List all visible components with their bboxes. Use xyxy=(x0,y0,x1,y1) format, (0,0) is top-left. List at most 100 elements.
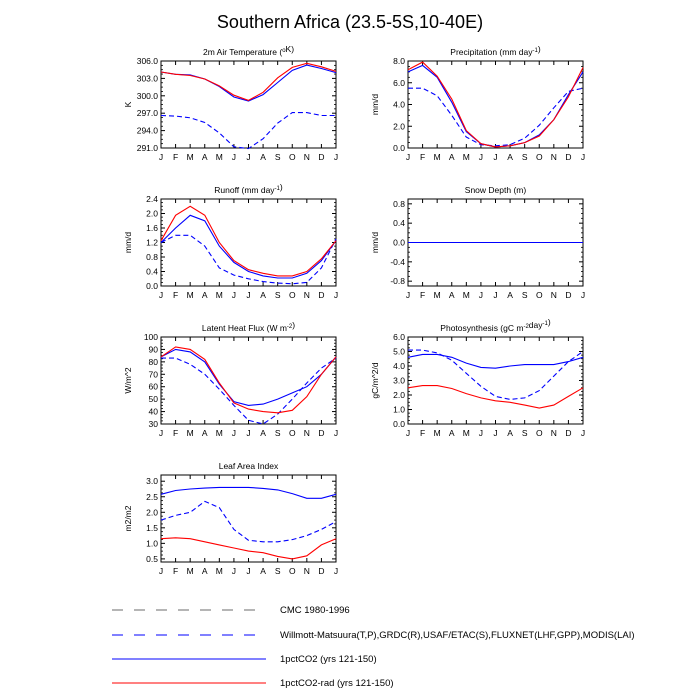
x-tick-label: J xyxy=(479,290,483,300)
x-tick-label: J xyxy=(406,428,410,438)
series-line-1 xyxy=(407,64,584,148)
y-tick-label: 6.0 xyxy=(393,332,405,342)
y-tick-label: 300.0 xyxy=(137,91,159,101)
x-tick-label: J xyxy=(406,152,410,162)
x-tick-label: D xyxy=(565,428,571,438)
y-axis-label: gC/m^2/d xyxy=(370,362,380,398)
y-tick-label: 3.0 xyxy=(146,476,158,486)
y-tick-label: -0.8 xyxy=(390,276,405,286)
x-tick-label: F xyxy=(420,152,425,162)
y-tick-label: 5.0 xyxy=(393,347,405,357)
x-tick-label: N xyxy=(304,152,310,162)
series-line-2 xyxy=(160,346,337,414)
panel-title: Runoff (mm day-1) xyxy=(214,182,283,195)
legend-label-1: Willmott-Matsuura(T,P),GRDC(R),USAF/ETAC… xyxy=(280,630,635,641)
y-tick-label: -0.4 xyxy=(390,257,405,267)
panels-group: 2m Air Temperature (oK) K 291.0 294.0 297.0 3… xyxy=(123,44,585,576)
y-tick-label: 2.0 xyxy=(146,209,158,219)
y-tick-label: 1.0 xyxy=(393,405,405,415)
x-tick-label: J xyxy=(246,290,250,300)
x-tick-label: J xyxy=(159,152,163,162)
x-tick-label: M xyxy=(463,428,470,438)
y-tick-label: 0.8 xyxy=(393,199,405,209)
series-line-0 xyxy=(408,87,584,147)
x-tick-label: D xyxy=(318,428,324,438)
series-line-0 xyxy=(160,112,336,150)
y-tick-label: 50 xyxy=(149,394,159,404)
plot-frame xyxy=(160,336,337,425)
x-tick-label: M xyxy=(434,290,441,300)
x-tick-label: J xyxy=(246,428,250,438)
legend-group: CMC 1980-1996 Willmott-Matsuura(T,P),GRDC… xyxy=(112,605,635,689)
series-line-2 xyxy=(407,61,584,148)
chart-panel-2: Runoff (mm day-1) mm/d 0.0 0.4 0.8 1.2 1.6 2.0 2… xyxy=(123,182,338,300)
chart-panel-1: Precipitation (mm day-1) mm/d 0.0 2.0 4.0 6.0… xyxy=(370,44,585,162)
y-tick-label: 60 xyxy=(149,382,159,392)
x-tick-label: J xyxy=(479,428,483,438)
x-tick-label: S xyxy=(522,428,528,438)
y-tick-label: 2.0 xyxy=(393,121,405,131)
y-tick-label: 306.0 xyxy=(137,56,159,66)
series-line-1 xyxy=(160,486,337,499)
x-tick-label: J xyxy=(581,290,585,300)
y-tick-label: 2.5 xyxy=(146,492,158,502)
panel-title: Latent Heat Flux (W m-2) xyxy=(202,320,295,333)
x-tick-label: J xyxy=(232,428,236,438)
x-tick-label: A xyxy=(507,428,513,438)
y-tick-label: 30 xyxy=(149,419,159,429)
x-tick-label: J xyxy=(334,428,338,438)
x-tick-label: N xyxy=(551,428,557,438)
y-tick-label: 8.0 xyxy=(393,56,405,66)
legend-label-2: 1pctCO2 (yrs 121-150) xyxy=(280,654,377,665)
series-line-0 xyxy=(160,500,337,543)
y-tick-label: 1.2 xyxy=(146,238,158,248)
plot-frame xyxy=(160,474,337,563)
x-tick-label: M xyxy=(463,290,470,300)
x-tick-label: S xyxy=(522,152,528,162)
y-tick-label: 4.0 xyxy=(393,100,405,110)
plot-frame xyxy=(407,336,584,425)
y-tick-label: 100 xyxy=(144,332,158,342)
series-line-2 xyxy=(407,385,584,409)
y-axis-label: mm/d xyxy=(123,232,133,254)
y-tick-label: 1.6 xyxy=(146,223,158,233)
x-tick-label: F xyxy=(173,290,178,300)
x-tick-label: J xyxy=(232,290,236,300)
x-tick-label: M xyxy=(216,290,223,300)
x-tick-label: A xyxy=(260,152,266,162)
x-tick-label: A xyxy=(260,566,266,576)
y-tick-label: 291.0 xyxy=(137,143,159,153)
y-tick-label: 1.5 xyxy=(146,523,158,533)
y-tick-label: 40 xyxy=(149,407,159,417)
series-line-0 xyxy=(160,234,337,285)
y-axis-label: m2/m2 xyxy=(123,505,133,531)
x-tick-label: M xyxy=(187,428,194,438)
x-tick-label: D xyxy=(565,152,571,162)
x-tick-label: J xyxy=(334,152,338,162)
figure-title: Southern Africa (23.5-5S,10-40E) xyxy=(217,12,483,32)
x-tick-label: J xyxy=(493,290,497,300)
y-tick-label: 297.0 xyxy=(137,108,159,118)
x-tick-label: F xyxy=(420,428,425,438)
y-tick-label: 303.0 xyxy=(137,73,159,83)
x-tick-label: A xyxy=(260,290,266,300)
series-line-0 xyxy=(408,349,584,400)
chart-panel-5: Photosynthesis (gC m-2day-1) gC/m^2/d 0.0 1… xyxy=(370,317,585,438)
y-tick-label: 4.0 xyxy=(393,361,405,371)
x-tick-label: J xyxy=(581,428,585,438)
x-tick-label: S xyxy=(275,152,281,162)
y-tick-label: 294.0 xyxy=(137,126,159,136)
legend-label-3: 1pctCO2-rad (yrs 121-150) xyxy=(280,678,394,689)
panel-title: 2m Air Temperature (oK) xyxy=(203,44,294,57)
series-line-1 xyxy=(160,214,337,279)
plot-frame xyxy=(160,60,337,149)
x-tick-label: J xyxy=(246,566,250,576)
x-tick-label: A xyxy=(202,428,208,438)
series-line-1 xyxy=(160,348,337,406)
series-line-2 xyxy=(160,205,337,277)
x-tick-label: N xyxy=(551,152,557,162)
x-tick-label: J xyxy=(159,428,163,438)
x-tick-label: M xyxy=(187,566,194,576)
